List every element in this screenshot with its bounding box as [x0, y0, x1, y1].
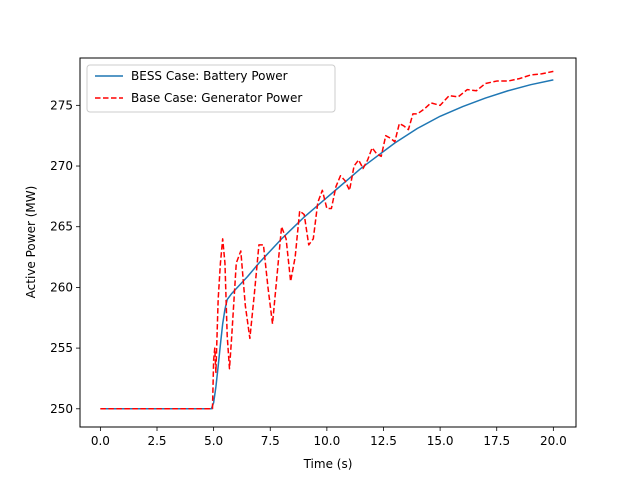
- x-tick-label: 7.5: [261, 434, 280, 448]
- legend: BESS Case: Battery Power Base Case: Gene…: [86, 64, 336, 113]
- x-axis-label: Time (s): [303, 457, 353, 471]
- y-tick-label: 265: [50, 220, 73, 234]
- legend-box: [86, 64, 336, 113]
- x-tick-label: 10.0: [314, 434, 341, 448]
- plot-area: [79, 57, 577, 428]
- series-layer: [100, 70, 554, 410]
- x-tick-label: 20.0: [540, 434, 567, 448]
- y-axis-label: Active Power (MW): [24, 186, 38, 299]
- y-tick-label: 260: [50, 280, 73, 294]
- series-battery-power-line: [100, 79, 554, 410]
- x-tick-label: 17.5: [483, 434, 510, 448]
- y-tick-label: 270: [50, 159, 73, 173]
- plot-frame: [79, 57, 577, 428]
- x-tick-label: 0.0: [91, 434, 110, 448]
- y-tick-label: 250: [50, 402, 73, 416]
- x-axis: 0.0 2.5 5.0 7.5 10.0 12.5 15.0 17.5 20.0: [91, 427, 567, 448]
- y-axis: 250 255 260 265 270 275: [50, 98, 80, 416]
- series-generator-power-line: [100, 70, 554, 410]
- x-tick-label: 12.5: [370, 434, 397, 448]
- y-tick-label: 275: [50, 98, 73, 112]
- legend-label-generator-power: Base Case: Generator Power: [131, 91, 302, 105]
- x-tick-label: 5.0: [204, 434, 223, 448]
- legend-label-battery-power: BESS Case: Battery Power: [131, 69, 288, 83]
- y-tick-label: 255: [50, 341, 73, 355]
- x-tick-label: 15.0: [427, 434, 454, 448]
- x-tick-label: 2.5: [147, 434, 166, 448]
